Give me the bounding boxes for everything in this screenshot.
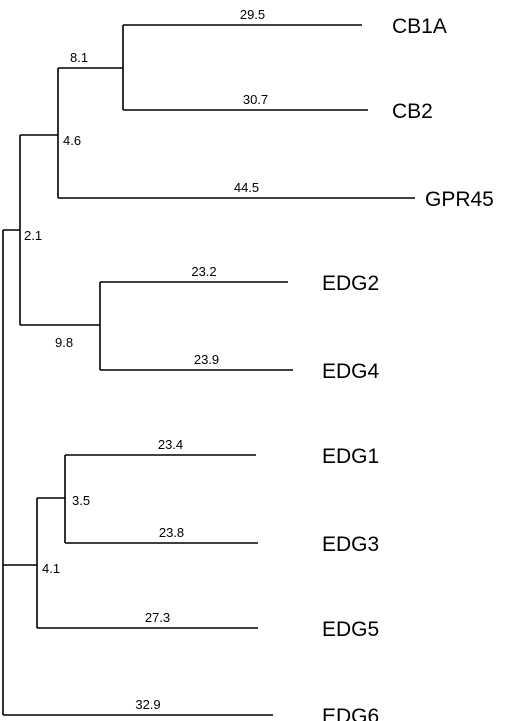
leaf-name: EDG3 [322, 533, 379, 556]
node-label: 3.5 [72, 493, 90, 508]
branch-length: 44.5 [234, 180, 259, 195]
node-label: 4.1 [42, 561, 60, 576]
branch-length: 23.9 [194, 352, 219, 367]
leaf-name: EDG4 [322, 360, 380, 383]
leaf-name: EDG6 [322, 705, 379, 721]
leaf-name: EDG1 [322, 445, 379, 468]
branch-length: 30.7 [243, 92, 268, 107]
branch-length: 23.4 [158, 437, 183, 452]
branch-length: 29.5 [240, 7, 265, 22]
leaf-name: GPR45 [425, 188, 494, 211]
node-label: 2.1 [24, 228, 42, 243]
node-label: 8.1 [70, 50, 88, 65]
branch-length: 23.8 [159, 525, 184, 540]
node-label: 4.6 [63, 133, 81, 148]
branch-length: 23.2 [191, 264, 216, 279]
leaf-name: CB1A [392, 15, 447, 38]
leaf-name: EDG5 [322, 618, 379, 641]
leaf-name: CB2 [392, 100, 433, 123]
branch-length: 32.9 [135, 697, 160, 712]
tree-edges [2, 25, 124, 715]
node-label: 9.8 [55, 335, 73, 350]
branch-length: 27.3 [145, 610, 170, 625]
leaf-name: EDG2 [322, 272, 379, 295]
